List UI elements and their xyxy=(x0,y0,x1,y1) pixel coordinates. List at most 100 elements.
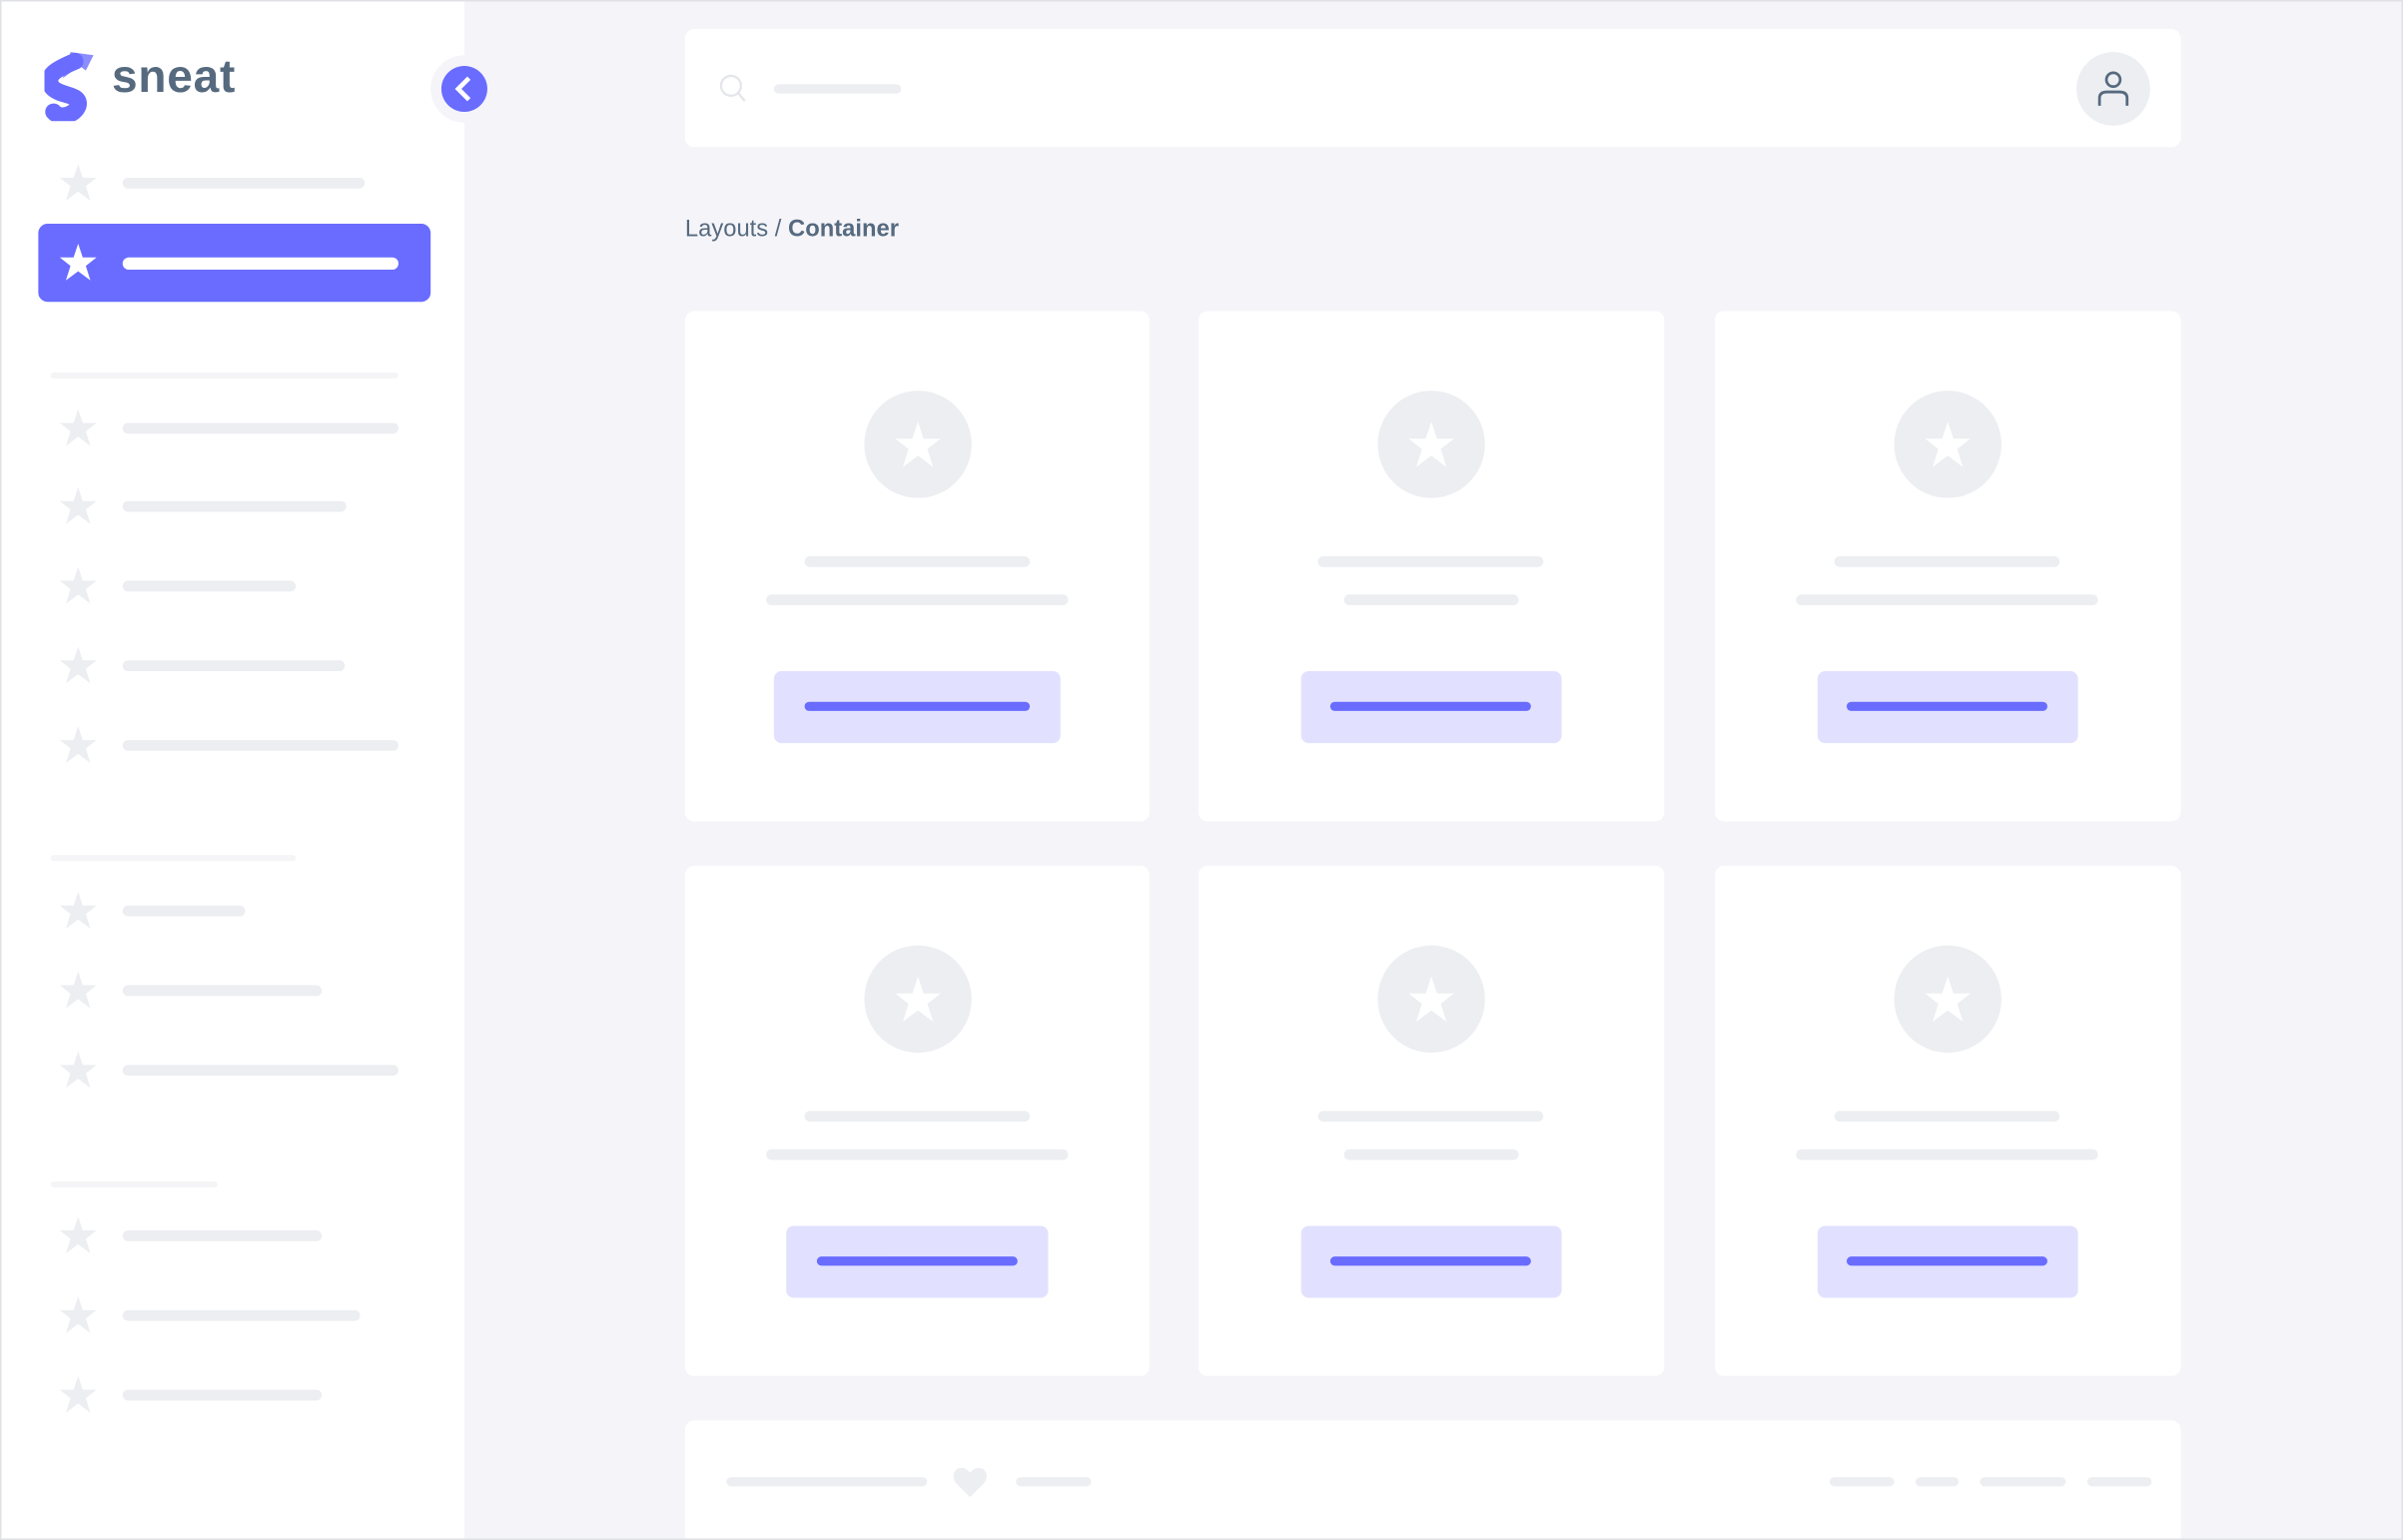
footer-link[interactable] xyxy=(2086,1477,2152,1487)
sidebar-item[interactable] xyxy=(38,1032,430,1110)
footer-link[interactable] xyxy=(1830,1477,1895,1487)
card-title xyxy=(1317,555,1544,567)
card-title xyxy=(1834,555,2060,567)
star-icon xyxy=(894,421,941,467)
footer-link[interactable] xyxy=(1980,1477,2066,1487)
sidebar-item[interactable] xyxy=(38,1356,430,1434)
star-icon xyxy=(59,164,97,201)
card-button-label xyxy=(804,701,1031,711)
star-icon xyxy=(59,726,97,764)
card-button-label xyxy=(816,1256,1018,1266)
card xyxy=(1714,865,2181,1376)
sidebar-item[interactable] xyxy=(38,547,430,625)
card-avatar xyxy=(1894,945,2002,1054)
card-avatar xyxy=(863,390,972,498)
card-text xyxy=(1796,594,2098,606)
avatar[interactable] xyxy=(2076,52,2150,126)
sidebar-item-label xyxy=(122,740,399,751)
card-text xyxy=(1796,1149,2098,1160)
navbar xyxy=(684,29,2181,148)
search-icon xyxy=(719,74,746,102)
breadcrumb-parent[interactable]: Layouts xyxy=(684,216,769,243)
breadcrumb-current: Container xyxy=(788,216,900,243)
card xyxy=(1714,311,2181,822)
sidebar-item[interactable] xyxy=(38,144,430,222)
card xyxy=(684,865,1150,1376)
star-icon xyxy=(59,971,97,1009)
card-button-label xyxy=(1846,1256,2047,1266)
sidebar-item[interactable] xyxy=(38,952,430,1030)
card-text xyxy=(766,594,1069,606)
star-icon xyxy=(1408,421,1454,467)
star-icon xyxy=(59,243,97,281)
star-icon xyxy=(1925,421,1971,467)
sidebar: sneat xyxy=(1,1,464,1539)
card-avatar xyxy=(863,945,972,1054)
card-button[interactable] xyxy=(1817,671,2078,744)
logo[interactable]: sneat xyxy=(41,48,235,129)
sidebar-item-label xyxy=(122,985,323,997)
sidebar-item-label xyxy=(122,1065,399,1077)
star-icon xyxy=(59,891,97,929)
card-text xyxy=(1343,1149,1519,1160)
card-button-label xyxy=(1329,1256,1531,1266)
card-button[interactable] xyxy=(786,1225,1049,1298)
star-icon xyxy=(59,1296,97,1333)
card-button[interactable] xyxy=(773,671,1061,744)
sidebar-item-active[interactable] xyxy=(38,224,431,303)
user-icon xyxy=(2097,71,2129,106)
card-button-label xyxy=(1846,701,2047,711)
sneat-logo-icon xyxy=(41,52,94,125)
search-input[interactable] xyxy=(773,84,902,94)
chevron-left-icon xyxy=(440,65,487,113)
card-button[interactable] xyxy=(1300,1225,1562,1298)
sidebar-item[interactable] xyxy=(38,467,430,545)
card xyxy=(684,311,1150,822)
footer-copyright xyxy=(726,1477,928,1487)
heart-icon xyxy=(953,1467,987,1498)
sidebar-item[interactable] xyxy=(38,706,430,784)
star-icon xyxy=(59,486,97,524)
sidebar-item-label xyxy=(122,1389,323,1401)
breadcrumb-separator: / xyxy=(768,216,789,243)
sidebar-item-label xyxy=(122,1230,323,1241)
sidebar-item-label xyxy=(122,905,246,917)
sidebar-item-label xyxy=(122,1309,361,1321)
star-icon xyxy=(59,1216,97,1254)
card-button[interactable] xyxy=(1300,671,1562,744)
sidebar-item[interactable] xyxy=(38,872,430,950)
card-button-label xyxy=(1329,701,1531,711)
sidebar-item[interactable] xyxy=(38,1196,430,1274)
sidebar-item-label xyxy=(122,177,366,189)
sidebar-item-label xyxy=(122,422,399,434)
card-title xyxy=(804,555,1031,567)
logo-text: sneat xyxy=(112,52,237,103)
breadcrumb: Layouts / Container xyxy=(685,216,899,244)
sidebar-section-header xyxy=(50,372,399,379)
card-avatar xyxy=(1377,390,1485,498)
card-avatar xyxy=(1377,945,1485,1054)
sidebar-toggle[interactable] xyxy=(430,55,498,123)
sidebar-item[interactable] xyxy=(38,627,430,705)
star-icon xyxy=(59,646,97,684)
card-avatar xyxy=(1894,390,2002,498)
footer xyxy=(684,1420,2181,1539)
footer-link[interactable] xyxy=(1916,1477,1959,1487)
card-text xyxy=(1343,594,1519,606)
card-title xyxy=(1317,1111,1544,1123)
sidebar-item-label xyxy=(122,257,399,271)
card-button[interactable] xyxy=(1817,1225,2078,1298)
footer-author-link[interactable] xyxy=(1016,1477,1092,1487)
star-icon xyxy=(1925,976,1971,1023)
star-icon xyxy=(894,976,941,1023)
sidebar-item-label xyxy=(122,660,346,672)
sidebar-item[interactable] xyxy=(38,389,430,467)
star-icon xyxy=(59,1375,97,1413)
sidebar-item[interactable] xyxy=(38,1276,430,1354)
card xyxy=(1198,865,1665,1376)
sidebar-section-header xyxy=(50,855,297,862)
card xyxy=(1198,311,1665,822)
sidebar-item-label xyxy=(122,580,297,592)
card-text xyxy=(766,1149,1069,1160)
